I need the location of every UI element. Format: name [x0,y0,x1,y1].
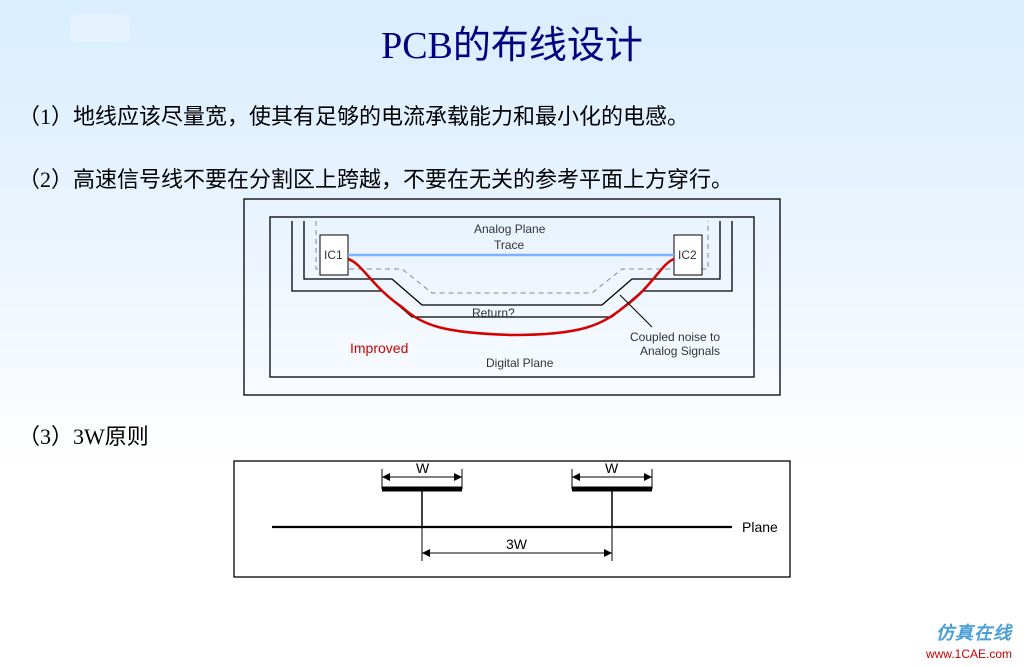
slide-title: PCB的布线设计 [0,0,1024,77]
digital-plane-label: Digital Plane [486,356,554,370]
three-w-label: 3W [506,536,528,552]
w-label-2: W [605,460,619,476]
coupled-label-2: Analog Signals [640,344,720,358]
improved-label: Improved [350,340,408,356]
watermark-url: www.1CAE.com [926,647,1012,661]
coupled-label-1: Coupled noise to [630,330,720,344]
w-label-1: W [416,460,430,476]
bullet-2: （2）高速信号线不要在分割区上跨越，不要在无关的参考平面上方穿行。 [0,162,1024,197]
analog-plane-label: Analog Plane [474,222,546,236]
ic1-label: IC1 [324,248,343,262]
bullet-1: （1）地线应该尽量宽，使其有足够的电流承载能力和最小化的电感。 [0,99,1024,134]
three-w-diagram: Plane W W 3W [0,459,1024,579]
watermark-cn: 仿真在线 [926,619,1012,645]
bullet-3: （3）3W原则 [0,419,1024,454]
corner-artifact [70,14,130,42]
ic2-label: IC2 [678,248,697,262]
trace-label: Trace [494,238,525,252]
return-label: Return? [472,306,515,320]
plane-split-diagram: IC1 IC2 Analog Plane Trace Return? Impro… [0,197,1024,397]
watermark: 仿真在线 www.1CAE.com [926,619,1012,661]
plane-label: Plane [742,519,778,535]
